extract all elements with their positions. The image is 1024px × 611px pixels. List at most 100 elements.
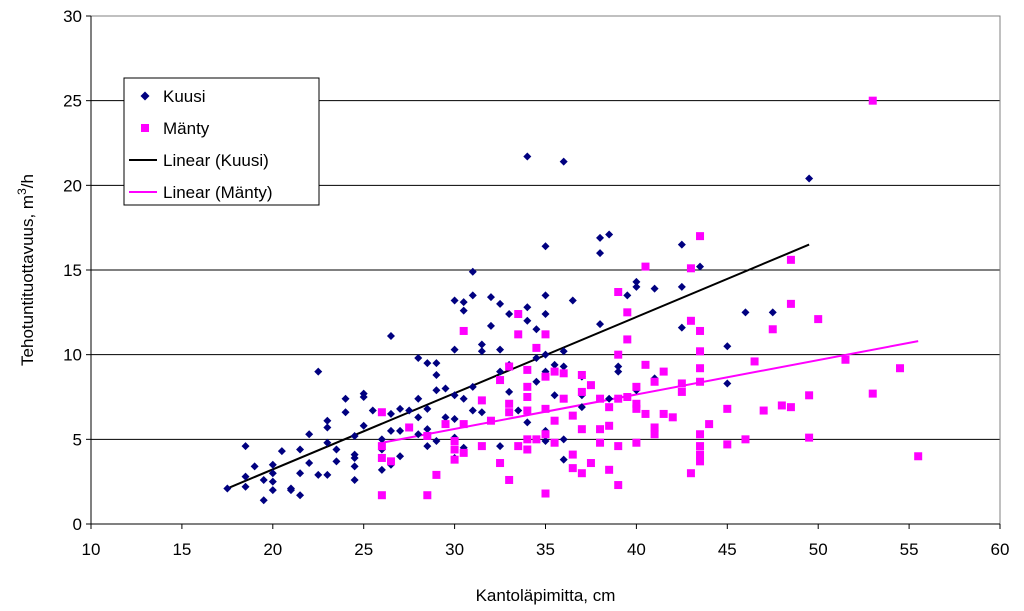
- point-manty: [623, 308, 632, 317]
- point-kuusi: [505, 310, 514, 319]
- point-kuusi: [505, 387, 514, 396]
- point-kuusi: [259, 496, 268, 505]
- point-kuusi: [350, 475, 359, 484]
- point-kuusi: [441, 413, 450, 422]
- x-tick-label: 30: [445, 540, 464, 559]
- trendlines: [226, 243, 919, 490]
- point-manty: [505, 362, 514, 371]
- point-manty: [377, 453, 386, 462]
- point-kuusi: [632, 282, 641, 291]
- point-manty: [459, 326, 468, 335]
- point-manty: [786, 299, 795, 308]
- point-kuusi: [477, 347, 486, 356]
- point-manty: [568, 464, 577, 473]
- point-kuusi: [405, 406, 414, 415]
- x-axis-title: Kantoläpimitta, cm: [476, 586, 616, 605]
- point-manty: [605, 465, 614, 474]
- point-kuusi: [559, 157, 568, 166]
- point-manty: [786, 255, 795, 264]
- x-tick-label: 40: [627, 540, 646, 559]
- point-manty: [641, 360, 650, 369]
- point-manty: [914, 452, 923, 461]
- legend-item-manty: Mänty: [141, 119, 210, 138]
- point-manty: [432, 470, 441, 479]
- point-manty: [523, 406, 532, 415]
- point-kuusi: [241, 442, 250, 451]
- x-tick-label: 60: [991, 540, 1010, 559]
- point-kuusi: [423, 442, 432, 451]
- point-manty: [450, 437, 459, 446]
- point-kuusi: [223, 484, 232, 493]
- point-kuusi: [441, 384, 450, 393]
- point-kuusi: [523, 303, 532, 312]
- point-manty: [541, 489, 550, 498]
- point-manty: [632, 382, 641, 391]
- point-kuusi: [677, 282, 686, 291]
- point-kuusi: [305, 459, 314, 468]
- x-tick-label: 35: [536, 540, 555, 559]
- point-kuusi: [559, 455, 568, 464]
- point-kuusi: [259, 475, 268, 484]
- point-manty: [696, 450, 705, 459]
- point-kuusi: [423, 425, 432, 434]
- point-kuusi: [459, 306, 468, 315]
- point-manty: [650, 377, 659, 386]
- point-kuusi: [396, 452, 405, 461]
- point-manty: [723, 440, 732, 449]
- point-kuusi: [377, 435, 386, 444]
- point-manty: [523, 393, 532, 401]
- y-tick-label: 5: [73, 430, 82, 449]
- point-manty: [405, 423, 414, 432]
- point-manty: [586, 459, 595, 468]
- point-kuusi: [323, 416, 332, 425]
- point-manty: [541, 330, 550, 339]
- point-kuusi: [350, 431, 359, 440]
- point-kuusi: [268, 469, 277, 478]
- point-kuusi: [550, 360, 559, 369]
- point-manty: [696, 364, 705, 373]
- point-manty: [596, 394, 605, 403]
- point-kuusi: [514, 406, 523, 415]
- point-kuusi: [632, 277, 641, 286]
- x-axis-ticks: 10 15 20 25 30 35 40 45 50 55 60: [82, 523, 1010, 559]
- point-manty: [650, 430, 659, 439]
- point-manty: [696, 347, 705, 356]
- point-kuusi: [541, 291, 550, 300]
- point-manty: [523, 435, 532, 444]
- point-manty: [686, 469, 695, 478]
- point-kuusi: [386, 332, 395, 341]
- point-kuusi: [359, 389, 368, 398]
- point-kuusi: [541, 437, 550, 446]
- point-manty: [577, 387, 586, 396]
- point-manty: [705, 420, 714, 429]
- point-kuusi: [268, 477, 277, 486]
- point-kuusi: [314, 367, 323, 376]
- point-manty: [541, 430, 550, 439]
- point-manty: [496, 376, 505, 385]
- point-manty: [577, 370, 586, 379]
- point-kuusi: [468, 382, 477, 391]
- point-manty: [523, 365, 532, 374]
- point-manty: [532, 435, 541, 444]
- legend-item-linear-manty: Linear (Mänty): [129, 183, 273, 202]
- y-axis-title-superscript: 3: [15, 188, 29, 195]
- legend-label-kuusi: Kuusi: [163, 87, 206, 106]
- point-manty: [377, 491, 386, 500]
- point-kuusi: [341, 394, 350, 403]
- point-manty: [614, 394, 623, 403]
- point-manty: [550, 438, 559, 447]
- point-manty: [450, 445, 459, 454]
- point-kuusi: [496, 367, 505, 376]
- point-kuusi: [541, 242, 550, 251]
- point-kuusi: [332, 457, 341, 466]
- point-kuusi: [423, 359, 432, 368]
- point-manty: [686, 264, 695, 273]
- point-kuusi: [386, 409, 395, 418]
- y-axis-title-tail: /h: [18, 174, 37, 188]
- point-kuusi: [596, 320, 605, 329]
- point-manty: [632, 404, 641, 413]
- point-manty: [696, 232, 705, 241]
- point-kuusi: [450, 296, 459, 305]
- point-kuusi: [523, 418, 532, 427]
- y-tick-label: 0: [73, 515, 82, 534]
